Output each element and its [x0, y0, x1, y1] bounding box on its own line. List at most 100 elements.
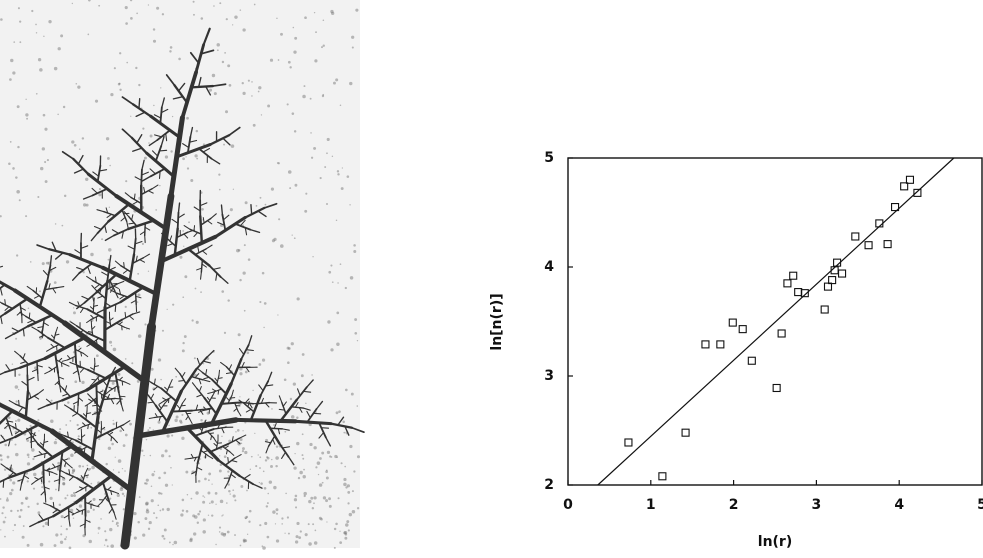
speckle	[233, 189, 234, 190]
speckle	[105, 539, 108, 542]
speckle	[27, 506, 29, 508]
speckle	[197, 522, 199, 524]
speckle	[295, 506, 297, 508]
speckle	[86, 476, 88, 478]
speckle	[18, 374, 20, 376]
speckle	[47, 159, 49, 161]
speckle	[36, 32, 37, 33]
speckle	[33, 473, 36, 476]
speckle	[212, 74, 215, 77]
speckle	[6, 499, 9, 502]
speckle	[264, 487, 267, 490]
speckle	[165, 450, 168, 453]
speckle	[25, 113, 28, 116]
branch	[115, 398, 122, 399]
speckle	[294, 37, 297, 40]
speckle	[25, 99, 26, 100]
branch	[192, 86, 213, 87]
speckle	[313, 502, 315, 504]
speckle	[50, 497, 53, 500]
speckle	[31, 448, 34, 451]
speckle	[290, 398, 292, 400]
speckle	[344, 466, 346, 468]
speckle	[112, 520, 114, 522]
speckle	[45, 522, 48, 525]
speckle	[340, 104, 342, 106]
speckle	[333, 82, 336, 85]
speckle	[244, 310, 246, 312]
speckle	[281, 523, 283, 525]
speckle	[27, 462, 30, 465]
speckle	[73, 492, 75, 494]
speckle	[36, 503, 38, 505]
speckle	[50, 420, 53, 423]
speckle	[349, 513, 352, 516]
speckle	[153, 429, 154, 430]
speckle	[64, 538, 66, 540]
speckle	[179, 256, 182, 259]
speckle	[346, 520, 349, 523]
branch	[179, 381, 184, 382]
speckle	[324, 166, 326, 168]
speckle	[345, 287, 347, 289]
speckle	[78, 435, 80, 437]
speckle	[137, 273, 139, 275]
speckle	[15, 444, 17, 446]
speckle	[15, 385, 19, 389]
branch	[125, 312, 126, 317]
speckle	[16, 190, 20, 194]
speckle	[190, 538, 193, 541]
speckle	[38, 58, 41, 61]
y-tick-label: 3	[544, 368, 554, 384]
speckle	[82, 137, 84, 139]
speckle	[304, 210, 307, 213]
speckle	[162, 535, 165, 538]
speckle	[278, 162, 280, 164]
speckle	[66, 260, 69, 263]
speckle	[227, 299, 229, 301]
speckle	[245, 201, 248, 204]
speckle	[73, 307, 74, 308]
speckle	[153, 512, 155, 514]
speckle	[356, 405, 358, 407]
speckle	[343, 432, 345, 434]
speckle	[192, 514, 195, 517]
branch	[145, 223, 146, 235]
speckle	[347, 175, 350, 178]
speckle	[329, 505, 332, 508]
speckle	[137, 293, 140, 296]
speckle	[353, 244, 356, 247]
speckle	[203, 518, 206, 521]
speckle	[278, 218, 280, 220]
speckle	[325, 470, 328, 473]
speckle	[169, 50, 171, 52]
speckle	[215, 504, 216, 505]
speckle	[19, 41, 21, 43]
speckle	[327, 138, 330, 141]
speckle	[293, 383, 296, 386]
speckle	[304, 16, 307, 19]
speckle	[323, 45, 325, 47]
speckle	[298, 536, 301, 539]
branch	[200, 216, 202, 243]
speckle	[296, 522, 299, 525]
speckle	[202, 495, 204, 497]
speckle	[168, 425, 169, 426]
branch	[203, 427, 207, 428]
speckle	[354, 318, 357, 321]
speckle	[15, 453, 18, 456]
speckle	[219, 470, 222, 473]
speckle	[195, 491, 198, 494]
speckle	[308, 542, 311, 545]
speckle	[7, 456, 10, 459]
speckle	[236, 249, 240, 253]
speckle	[109, 341, 112, 344]
speckle	[110, 93, 113, 96]
speckle	[248, 80, 250, 82]
speckle	[165, 484, 168, 487]
speckle	[111, 443, 114, 446]
speckle	[182, 499, 185, 502]
speckle	[260, 482, 263, 485]
speckle	[182, 349, 185, 352]
speckle	[310, 98, 312, 100]
